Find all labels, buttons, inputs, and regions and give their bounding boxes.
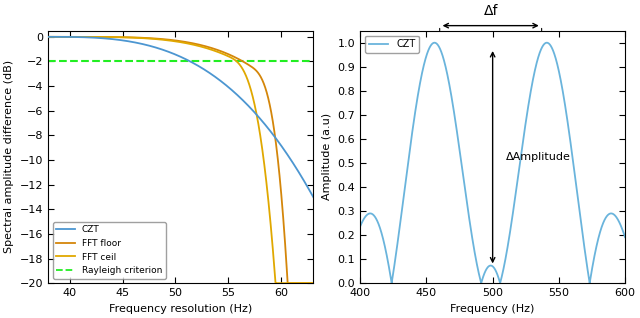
X-axis label: Frequency resolution (Hz): Frequency resolution (Hz) bbox=[109, 304, 252, 314]
X-axis label: Frequency (Hz): Frequency (Hz) bbox=[451, 304, 535, 314]
Text: ΔAmplitude: ΔAmplitude bbox=[506, 152, 571, 162]
Legend: CZT: CZT bbox=[365, 36, 419, 53]
Y-axis label: Amplitude (a.u): Amplitude (a.u) bbox=[322, 113, 332, 200]
Text: Δf: Δf bbox=[483, 4, 498, 18]
Legend: CZT, FFT floor, FFT ceil, Rayleigh criterion: CZT, FFT floor, FFT ceil, Rayleigh crite… bbox=[53, 222, 166, 279]
Y-axis label: Spectral amplitude difference (dB): Spectral amplitude difference (dB) bbox=[4, 60, 15, 253]
